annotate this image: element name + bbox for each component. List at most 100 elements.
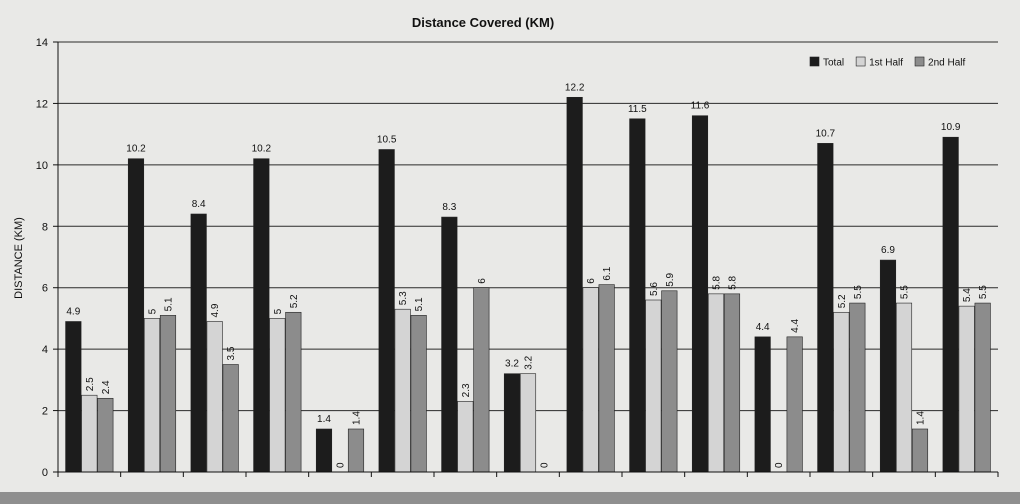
y-tick-label: 10 <box>36 160 48 172</box>
data-label: 12.2 <box>565 82 585 93</box>
bar-total <box>691 115 709 473</box>
data-label: 2.3 <box>461 383 472 397</box>
y-tick-label: 14 <box>36 37 48 49</box>
data-label: 5.6 <box>649 282 660 296</box>
data-label: 8.3 <box>442 202 456 213</box>
data-label: 6 <box>586 278 597 284</box>
bar-total <box>629 118 646 473</box>
data-label: 11.5 <box>628 104 647 115</box>
bar-total <box>190 213 207 473</box>
data-label: 4.4 <box>756 322 770 333</box>
bar-2nd-half <box>911 428 929 473</box>
bar-2nd-half <box>97 397 114 473</box>
data-label: 6.9 <box>881 245 895 256</box>
bottom-strip <box>0 492 1020 504</box>
legend-label: Total <box>823 58 844 69</box>
bars <box>65 96 991 473</box>
bar-total <box>503 373 521 473</box>
data-label: 2.5 <box>85 377 96 391</box>
data-label: 3.2 <box>524 355 535 369</box>
y-tick-label: 12 <box>36 98 48 110</box>
bar-2nd-half <box>786 336 803 473</box>
data-label: 2.4 <box>101 380 112 394</box>
data-label: 10.2 <box>252 144 272 155</box>
y-tick-label: 0 <box>42 467 48 479</box>
y-tick-label: 6 <box>42 283 48 295</box>
data-label: 1.4 <box>916 411 927 425</box>
bar-total <box>441 216 458 473</box>
legend: Total 1st Half 2nd Half <box>809 56 965 69</box>
bar-1st-half <box>895 302 913 473</box>
bar-2nd-half <box>347 428 365 473</box>
axes: 0 2 4 6 8 10 12 14 <box>36 37 999 479</box>
data-label: 3.2 <box>505 359 519 370</box>
legend-swatch <box>809 56 820 67</box>
data-label: 8.4 <box>192 199 206 210</box>
bar-2nd-half <box>598 284 615 473</box>
data-label: 10.5 <box>377 135 397 146</box>
bar-2nd-half <box>159 315 177 473</box>
y-tick-label: 2 <box>42 406 48 418</box>
y-axis-label: DISTANCE (KM) <box>13 217 25 299</box>
bar-1st-half <box>645 299 662 473</box>
data-label: 11.6 <box>691 101 710 112</box>
data-label: 4.4 <box>790 319 801 333</box>
bar-1st-half <box>519 373 537 473</box>
bar-total <box>315 428 333 473</box>
data-label: 5.5 <box>900 285 911 299</box>
data-label: 1.4 <box>317 414 331 425</box>
data-label: 5 <box>273 308 284 314</box>
legend-swatch <box>914 56 925 67</box>
bar-1st-half <box>833 311 850 473</box>
bar-total <box>879 259 897 473</box>
data-label: 5.2 <box>837 294 848 308</box>
bar-1st-half <box>958 305 975 473</box>
bar-2nd-half <box>974 302 991 473</box>
bar-1st-half <box>707 293 725 473</box>
data-label: 6 <box>477 278 488 284</box>
bar-1st-half <box>582 287 599 473</box>
data-label: 5.5 <box>853 285 864 299</box>
bar-2nd-half <box>285 311 302 473</box>
data-label: 5.1 <box>414 297 425 311</box>
bar-2nd-half <box>410 315 427 473</box>
bar-1st-half <box>143 318 161 473</box>
bar-2nd-half <box>222 364 239 473</box>
data-label: 0 <box>774 462 785 468</box>
data-label: 1.4 <box>352 411 363 425</box>
data-label: 5.8 <box>728 276 739 290</box>
bar-1st-half <box>457 401 474 473</box>
bar-total <box>754 336 771 473</box>
bar-total <box>127 158 145 473</box>
data-label: 5.9 <box>665 272 676 286</box>
data-label: 5.8 <box>712 276 723 290</box>
data-label: 5.5 <box>978 285 989 299</box>
chart-title: Distance Covered (KM) <box>412 15 554 30</box>
bar-2nd-half <box>849 302 866 473</box>
bar-total <box>378 149 395 473</box>
legend-label: 1st Half <box>869 58 903 69</box>
data-label: 0 <box>336 462 347 468</box>
bar-1st-half <box>269 318 286 473</box>
data-labels: 4.9 2.5 2.4 10.2 5 5.1 8.4 4.9 3.5 10.2 5 5.2 1.4 0 1.… <box>66 82 989 468</box>
data-label: 5.2 <box>289 294 300 308</box>
data-label: 10.7 <box>816 128 836 139</box>
data-label: 4.9 <box>210 303 221 317</box>
y-tick-label: 8 <box>42 221 48 233</box>
data-label: 0 <box>540 462 551 468</box>
legend-swatch <box>855 56 866 67</box>
data-label: 10.2 <box>126 144 146 155</box>
bar-1st-half <box>81 394 98 473</box>
data-label: 6.1 <box>602 266 613 280</box>
legend-label: 2nd Half <box>928 58 965 69</box>
data-label: 5.4 <box>962 288 973 302</box>
data-label: 5.1 <box>164 297 175 311</box>
bar-total <box>817 143 834 473</box>
data-label: 3.5 <box>226 346 237 360</box>
bar-2nd-half <box>723 293 741 473</box>
data-label: 10.9 <box>941 122 961 133</box>
y-tick-label: 4 <box>42 344 48 356</box>
data-label: 5 <box>148 308 159 314</box>
bar-2nd-half <box>661 290 678 473</box>
